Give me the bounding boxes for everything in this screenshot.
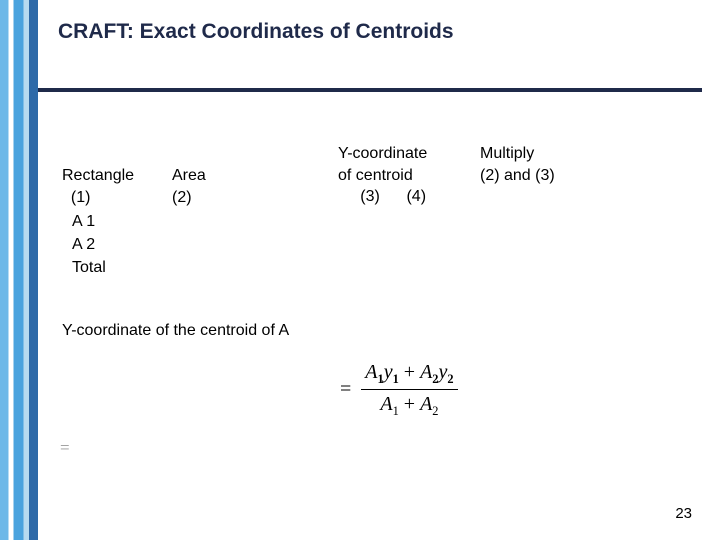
fraction: A1y1 + A2y2 A1 + A2 <box>361 360 457 419</box>
col-header-ycoord: Y-coordinate of centroid (3) (4) <box>338 143 427 208</box>
page-title: CRAFT: Exact Coordinates of Centroids <box>58 20 454 44</box>
centroid-formula: = A1y1 + A2y2 A1 + A2 <box>340 360 458 419</box>
col-header-rectangle: Rectangle (1) <box>62 165 134 208</box>
table-row: A 1 <box>72 210 106 233</box>
fraction-numerator: A1y1 + A2y2 <box>361 360 457 387</box>
fraction-bar <box>361 389 457 390</box>
table-row: Total <box>72 256 106 279</box>
equals-sign: = <box>340 378 351 401</box>
slide-content: CRAFT: Exact Coordinates of Centroids Re… <box>0 0 720 540</box>
col-header-area: Area (2) <box>172 165 206 208</box>
page-number: 23 <box>675 505 692 522</box>
centroid-formula-label: Y-coordinate of the centroid of A <box>62 322 289 340</box>
fraction-denominator: A1 + A2 <box>376 392 442 419</box>
col-header-multiply: Multiply (2) and (3) <box>480 143 555 186</box>
title-underline <box>38 88 702 92</box>
table-row-labels: A 1 A 2 Total <box>72 210 106 280</box>
stray-equals: = <box>60 438 70 458</box>
table-row: A 2 <box>72 233 106 256</box>
